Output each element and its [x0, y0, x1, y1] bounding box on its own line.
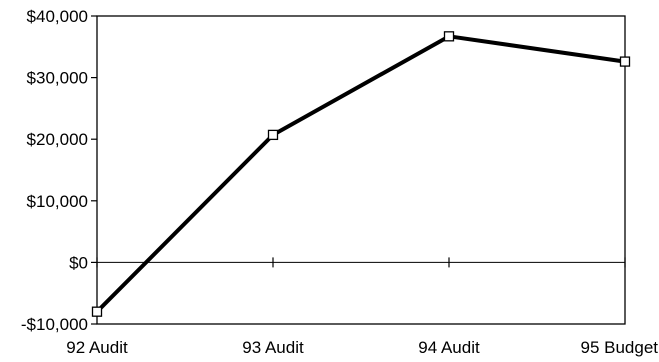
- data-point-marker: [267, 129, 279, 141]
- series-layer: [91, 31, 631, 317]
- y-tick-label: -$10,000: [21, 315, 88, 334]
- y-tick-label: $30,000: [27, 69, 88, 88]
- y-tick-label: $40,000: [27, 7, 88, 26]
- x-tick-label: 94 Audit: [418, 338, 480, 357]
- x-tick-label: 92 Audit: [66, 338, 128, 357]
- x-tick-label: 95 Budget: [580, 338, 658, 357]
- y-tick-label: $20,000: [27, 130, 88, 149]
- data-point-marker: [443, 31, 455, 42]
- data-point-marker: [619, 56, 631, 67]
- plot-area-frame: [96, 15, 626, 325]
- x-axis-ticks: 92 Audit 93 Audit 94 Audit 95 Budget: [66, 257, 658, 357]
- data-point-marker: [91, 306, 103, 317]
- y-tick-label: $10,000: [27, 192, 88, 211]
- y-tick-label: $0: [69, 253, 88, 272]
- series-line: [95, 34, 626, 314]
- x-tick-label: 93 Audit: [242, 338, 304, 357]
- y-axis-ticks: $40,000 $30,000 $20,000 $10,000 $0 -$10,000: [21, 7, 97, 334]
